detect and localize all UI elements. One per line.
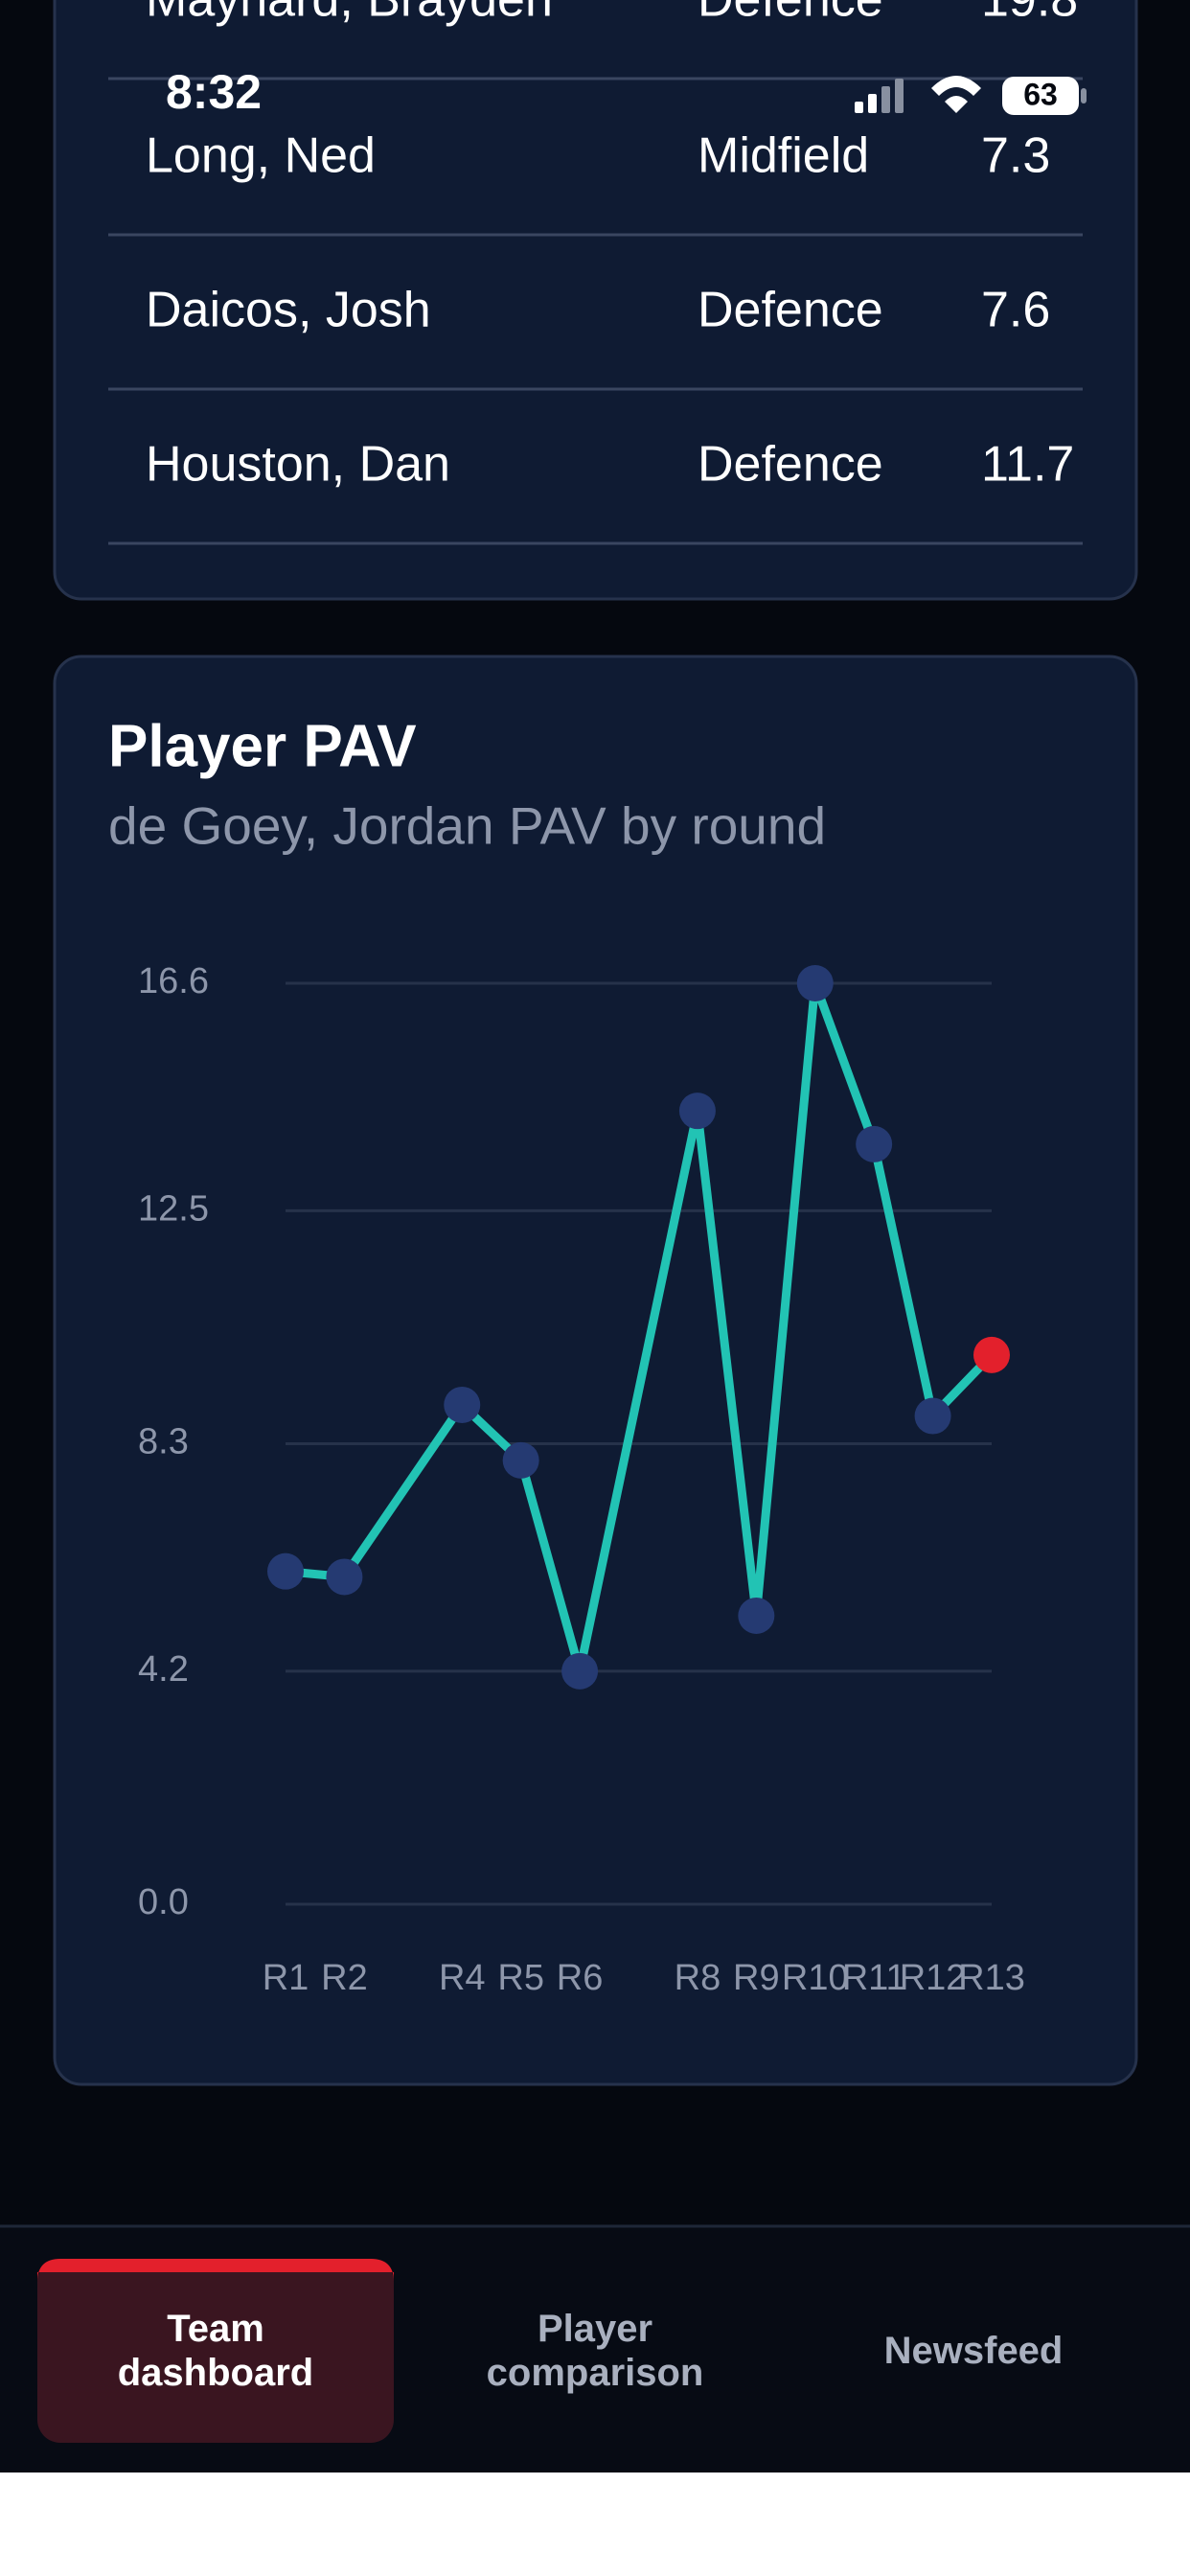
player-position: Defence <box>698 283 883 338</box>
signal-bar <box>868 94 877 113</box>
data-point <box>561 1652 599 1690</box>
battery-tip <box>1081 88 1087 104</box>
player-position: Defence <box>698 437 883 493</box>
data-point <box>678 1092 716 1130</box>
x-tick-label: R6 <box>557 1958 604 1998</box>
player-name: Daicos, Josh <box>146 283 431 338</box>
bottom-area <box>0 2472 1190 2576</box>
data-point <box>267 1552 304 1590</box>
player-pav: 19.8 <box>981 0 1078 28</box>
status-time: 8:32 <box>166 65 262 119</box>
data-point <box>973 1336 1010 1373</box>
y-tick-label: 12.5 <box>138 1188 209 1229</box>
status-icons: 63 <box>855 76 1087 115</box>
y-tick-label: 16.6 <box>138 961 209 1001</box>
x-tick-label: R12 <box>900 1958 967 1998</box>
table: Maynard, Brayden Defence 19.8 Long, Ned Midf… <box>108 0 1083 545</box>
plot: 0.0 4.2 8.3 12.5 16.6 R1 R2 R4 R5 R6 R8 R9 R10R11R12… <box>138 961 1025 1998</box>
wifi-icon <box>931 76 981 113</box>
nav-tab-label: Newsfeed <box>883 2330 1064 2372</box>
data-point <box>502 1441 539 1479</box>
battery-level: 63 <box>1023 77 1058 111</box>
x-tick-label: R10 <box>782 1958 849 1998</box>
active-tab-indicator <box>37 2259 394 2282</box>
player-pav: 11.7 <box>981 437 1074 493</box>
nav-tab-label: Player comparison <box>486 2308 704 2394</box>
x-tick-label: R9 <box>733 1958 780 1998</box>
x-tick-label: R11 <box>842 1958 906 1998</box>
nav-tab[interactable]: Player comparison <box>417 2259 773 2443</box>
y-tick-label: 0.0 <box>138 1882 189 1922</box>
signal-bar <box>855 102 863 113</box>
y-tick-label: 4.2 <box>138 1649 189 1690</box>
table-card <box>53 0 1138 601</box>
player-position: Defence <box>698 0 883 28</box>
signal-bar <box>881 86 890 113</box>
y-tick-label: 8.3 <box>138 1422 189 1462</box>
nav-tab[interactable]: Newsfeed <box>795 2259 1152 2443</box>
signal-bar <box>895 79 904 113</box>
data-point <box>444 1386 481 1423</box>
battery-icon <box>1002 77 1079 115</box>
nav-tab-label: Team dashboard <box>117 2308 314 2394</box>
nav-tab[interactable]: Team dashboard <box>37 2259 394 2443</box>
x-tick-label: R2 <box>321 1958 368 1998</box>
nav-tabs <box>37 2259 394 2443</box>
x-tick-label: R5 <box>497 1958 544 1998</box>
player-pav: 7.3 <box>981 128 1050 184</box>
player-name: Houston, Dan <box>146 437 450 493</box>
x-tick-label: R13 <box>958 1958 1025 1998</box>
player-pav: 7.6 <box>981 283 1050 338</box>
data-point <box>326 1558 363 1596</box>
data-point <box>914 1397 951 1435</box>
x-tick-label: R8 <box>675 1958 721 1998</box>
x-tick-label: R4 <box>439 1958 486 1998</box>
player-position: Midfield <box>698 128 869 184</box>
chart-card <box>53 655 1138 2086</box>
x-tick-label: R1 <box>263 1958 309 1998</box>
active-tab-bg <box>37 2259 394 2443</box>
chart-title: Player PAV <box>108 713 417 779</box>
data-point <box>856 1125 893 1162</box>
player-name: Maynard, Brayden <box>146 0 553 28</box>
chart-subtitle: de Goey, Jordan PAV by round <box>108 796 826 856</box>
player-name: Long, Ned <box>146 128 376 184</box>
data-point <box>738 1597 775 1634</box>
data-point <box>796 965 834 1001</box>
